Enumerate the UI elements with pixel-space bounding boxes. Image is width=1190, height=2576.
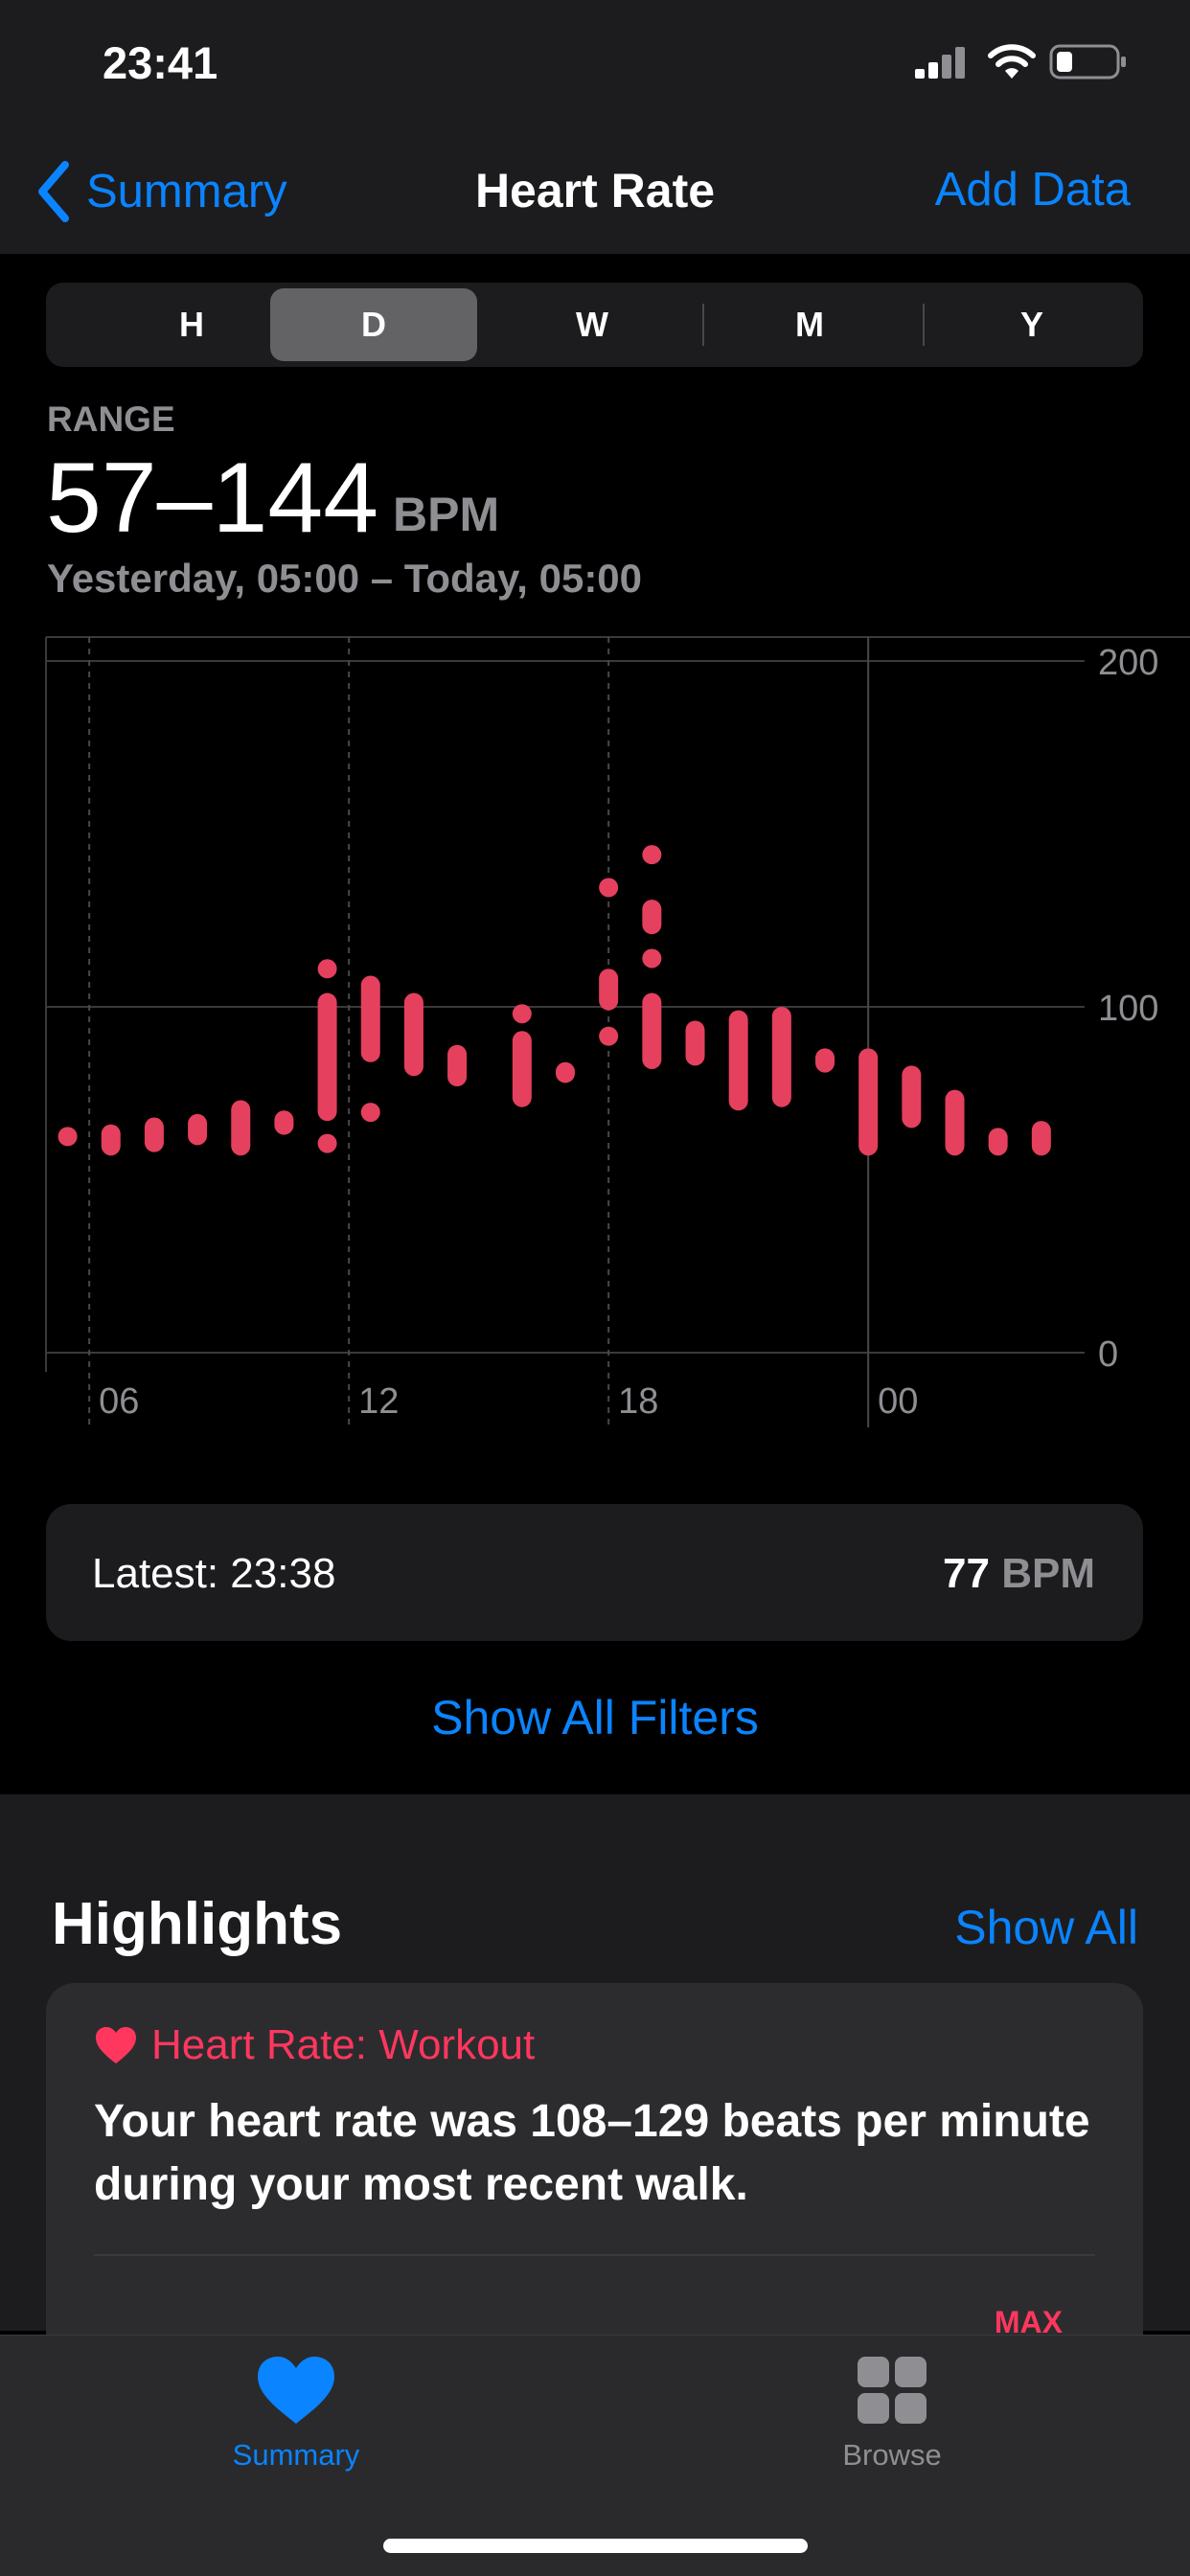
segment-hour[interactable]: H: [179, 305, 204, 344]
date-range: Yesterday, 05:00 – Today, 05:00: [47, 556, 643, 601]
heart-rate-range-bar: [57, 1127, 78, 1147]
latest-value: 77 BPM: [943, 1550, 1095, 1598]
latest-time: Latest: 23:38: [92, 1550, 336, 1597]
heart-rate-range-bar: [556, 1061, 575, 1083]
wifi-icon: [988, 44, 1036, 79]
x-tick-label: 18: [618, 1381, 658, 1422]
add-data-button[interactable]: Add Data: [934, 164, 1131, 216]
latest-reading-card[interactable]: Latest: 23:38 77 BPM: [46, 1504, 1143, 1641]
heart-rate-range-bar: [403, 992, 423, 1077]
heart-rate-range-bar: [101, 1124, 121, 1156]
tab-browse[interactable]: Browse: [748, 2355, 1036, 2473]
latest-bpm-unit: BPM: [1001, 1550, 1095, 1597]
y-tick-label: 100: [1098, 989, 1158, 1029]
heart-rate-range-bar: [317, 959, 337, 979]
tab-bar: Summary Browse: [0, 2335, 1190, 2576]
tab-summary-label: Summary: [232, 2438, 360, 2472]
latest-bpm-number: 77: [943, 1550, 990, 1597]
highlights-section: Highlights Show All Heart Rate: Workout …: [0, 1794, 1190, 2366]
heart-rate-range-bar: [642, 992, 662, 1069]
highlights-title: Highlights: [52, 1891, 343, 1957]
heart-rate-range-bar: [231, 1100, 251, 1156]
heart-icon: [258, 2357, 334, 2424]
segment-year[interactable]: Y: [1019, 305, 1043, 344]
heart-rate-range-bar: [728, 1010, 748, 1111]
home-indicator: [383, 2539, 808, 2553]
highlight-card-title-text: Heart Rate: Workout: [151, 2021, 536, 2068]
heart-rate-range-bar: [1031, 1121, 1051, 1156]
segment-divider: [923, 304, 925, 346]
heart-rate-range-bar: [945, 1089, 965, 1156]
back-button[interactable]: Summary: [34, 158, 287, 225]
chevron-left-icon: [38, 161, 69, 222]
heart-rate-range-bar: [599, 1026, 619, 1046]
heart-rate-chart[interactable]: 0 100 200 06 12 18 00: [0, 632, 1190, 1427]
heart-rate-range-bar: [144, 1117, 164, 1152]
grid-icon: [858, 2357, 927, 2424]
range-value: 57–144: [46, 443, 379, 554]
highlight-max-label: MAX: [994, 2305, 1063, 2339]
heart-rate-range-bar: [360, 975, 380, 1062]
heart-rate-range-bar: [599, 969, 619, 1011]
show-all-filters-button[interactable]: Show All Filters: [431, 1691, 759, 1744]
navigation-header: 23:41 Summary Heart Rate Add Data: [0, 0, 1190, 254]
heart-rate-range-bar: [360, 1103, 380, 1123]
heart-rate-range-bar: [858, 1048, 879, 1156]
battery-icon: [1049, 44, 1126, 80]
heart-rate-range-bar: [815, 1048, 835, 1073]
heart-rate-range-bar: [317, 1133, 337, 1153]
heart-rate-range-bar: [642, 845, 662, 865]
divider: [94, 2254, 1095, 2256]
y-tick-label: 200: [1098, 643, 1158, 683]
status-time: 23:41: [103, 37, 218, 88]
heart-rate-range-bar: [988, 1128, 1008, 1156]
heart-rate-range-bar: [902, 1065, 922, 1128]
heart-rate-range-bar: [642, 948, 662, 969]
page-title: Heart Rate: [474, 164, 716, 217]
heart-rate-range-bar: [274, 1110, 294, 1135]
segment-month[interactable]: M: [795, 305, 824, 344]
segment-day[interactable]: D: [270, 288, 477, 361]
highlight-card-title: Heart Rate: Workout: [94, 2021, 535, 2069]
segment-divider: [702, 304, 704, 346]
x-tick-label: 00: [878, 1381, 918, 1422]
segment-week[interactable]: W: [576, 305, 608, 344]
range-label: RANGE: [47, 399, 175, 439]
heart-rate-range-bar: [599, 878, 619, 898]
heart-rate-range-bar: [642, 900, 662, 935]
tab-summary[interactable]: Summary: [152, 2355, 440, 2473]
highlights-show-all-button[interactable]: Show All: [954, 1901, 1138, 1954]
heart-rate-range-bar: [512, 1004, 532, 1024]
heart-icon: [96, 2027, 136, 2063]
range-unit: BPM: [393, 488, 500, 541]
y-tick-label: 0: [1098, 1334, 1118, 1375]
tab-browse-label: Browse: [842, 2438, 942, 2472]
x-tick-label: 06: [99, 1381, 139, 1422]
heart-rate-range-bar: [512, 1031, 532, 1107]
heart-rate-range-bar: [771, 1007, 791, 1107]
heart-rate-range-bar: [685, 1020, 705, 1066]
heart-rate-range-bar: [447, 1044, 468, 1087]
x-tick-label: 12: [358, 1381, 399, 1422]
time-range-segmented-control: H D W M Y: [46, 283, 1143, 367]
heart-rate-range-bar: [317, 992, 337, 1122]
heart-rate-range-bar: [188, 1113, 208, 1146]
back-button-label: Summary: [86, 166, 287, 217]
highlight-card[interactable]: Heart Rate: Workout Your heart rate was …: [46, 1983, 1143, 2366]
cellular-signal-icon: [915, 47, 965, 79]
highlight-card-text: Your heart rate was 108–129 beats per mi…: [94, 2096, 1090, 2210]
